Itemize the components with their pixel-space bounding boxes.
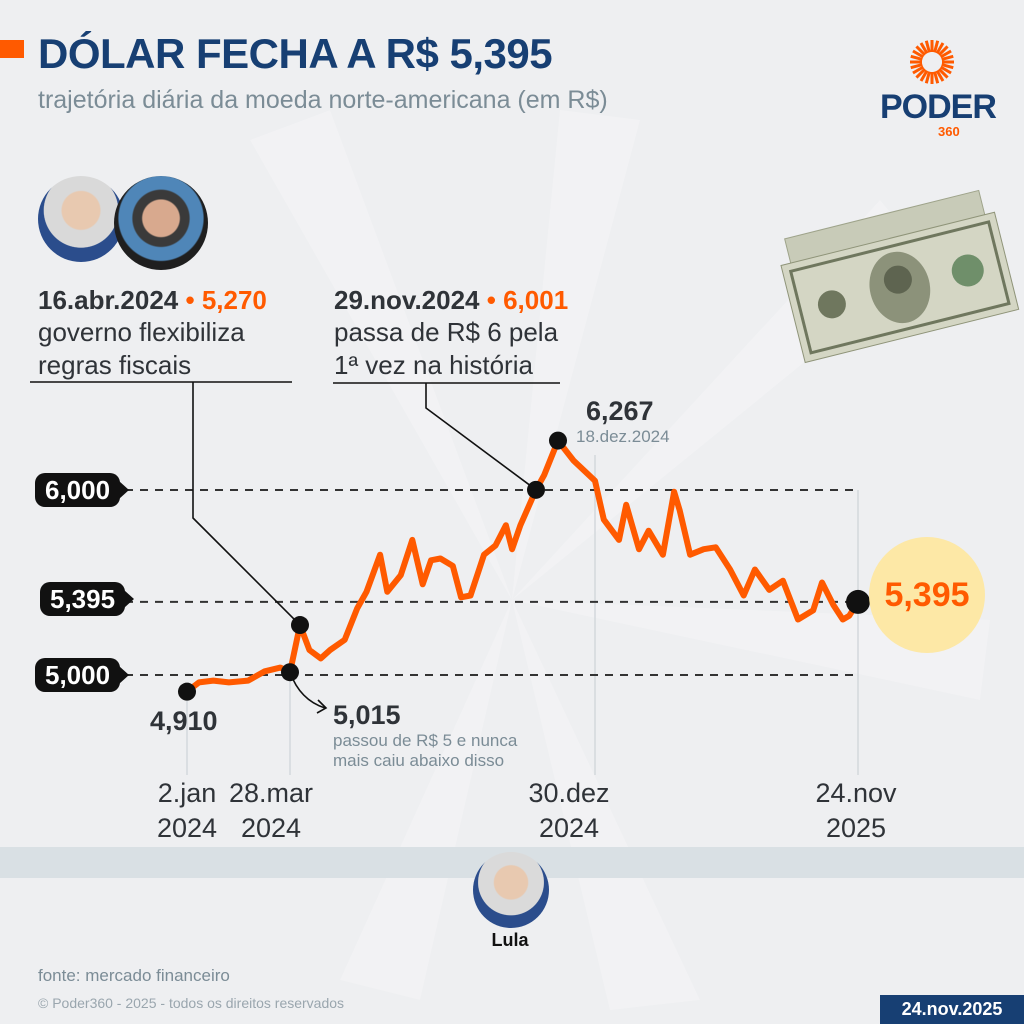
logo-ray: [939, 65, 952, 75]
five-note-line: mais caiu abaixo disso: [333, 751, 505, 770]
annotation-fiscal: 16.abr.2024 • 5,270 governo flexibiliza …: [38, 285, 267, 382]
logo-ray: [941, 54, 954, 61]
annotation-value: 5,270: [201, 285, 267, 315]
copyright-text: © Poder360 - 2025 - todos os direitos re…: [38, 995, 345, 1011]
logo-ray: [915, 45, 926, 56]
president-name: Lula: [491, 930, 529, 950]
page-subtitle: trajetória diária da moeda norte-america…: [38, 86, 608, 114]
x-tick-label: 2024: [240, 813, 302, 843]
x-tick-label: 2024: [156, 813, 218, 843]
logo-ray: [919, 69, 929, 82]
logo-sub: 360: [938, 124, 960, 139]
logo: PODER: [880, 88, 997, 126]
avatar-lula: [38, 176, 124, 262]
annotation-text: passa de R$ 6 pela: [334, 317, 559, 347]
logo-ray: [938, 45, 949, 56]
source-text: fonte: mercado financeiro: [38, 966, 230, 985]
logo-ray: [933, 71, 940, 84]
dollar-bills-image: [780, 189, 1020, 364]
annotation-sep: •: [185, 285, 195, 315]
highlight-point: [549, 431, 567, 450]
highlight-point: [281, 663, 299, 682]
x-tick-label: 2024: [538, 813, 600, 843]
annotation-six: 29.nov.2024 • 6,001 passa de R$ 6 pela 1…: [334, 285, 568, 382]
highlight-point: [291, 616, 309, 635]
five-note: passou de R$ 5 e nunca mais caiu abaixo …: [333, 731, 517, 771]
highlight-point: [527, 480, 545, 499]
logo-sun-icon: [910, 40, 954, 84]
logo-ray: [924, 71, 931, 84]
annotation-date: 29.nov.2024: [334, 285, 480, 315]
logo-ray: [915, 68, 926, 79]
x-tick-label: 2.jan: [157, 778, 217, 808]
peak-value-label: 6,267: [586, 396, 654, 426]
annotation-text: regras fiscais: [38, 350, 192, 380]
y-label-5000: 5,000: [35, 658, 130, 692]
logo-ray: [919, 42, 929, 55]
logo-ray: [941, 63, 954, 70]
x-tick-label: 30.dez: [528, 778, 610, 808]
annotation-sep: •: [486, 285, 496, 315]
date-badge: 24.nov.2025: [880, 995, 1024, 1024]
title-marker: [0, 40, 24, 58]
highlight-point: [846, 589, 870, 614]
avatar-haddad: [114, 176, 208, 270]
avatar-lula-bottom: [473, 852, 549, 928]
start-value-label: 4,910: [150, 706, 218, 736]
logo-ray: [938, 68, 949, 79]
logo-ray: [912, 65, 925, 75]
five-note-line: passou de R$ 5 e nunca: [333, 731, 518, 750]
y-label-5395: 5,395: [40, 582, 135, 616]
logo-ray: [933, 40, 940, 53]
annotation-text: governo flexibiliza: [38, 317, 245, 347]
logo-ray: [910, 63, 923, 70]
x-tick-jan2024: 2.jan 2024: [127, 776, 247, 846]
x-tick-mar2024: 28.mar 2024: [211, 776, 331, 846]
x-tick-label: 28.mar: [228, 778, 314, 808]
x-tick-nov2025: 24.nov 2025: [796, 776, 916, 846]
logo-ray: [910, 54, 923, 61]
x-tick-dez2024: 30.dez 2024: [509, 776, 629, 846]
arrow-head-icon: [316, 699, 328, 714]
annotation-value: 6,001: [503, 285, 569, 315]
x-tick-label: 2025: [825, 813, 887, 843]
logo-ray: [935, 42, 945, 55]
annotation-leader-line: [192, 382, 301, 626]
page-title: DÓLAR FECHA A R$ 5,395: [38, 30, 553, 77]
logo-ray: [939, 49, 952, 59]
logo-ray: [935, 69, 945, 82]
five-value-label: 5,015: [333, 700, 401, 730]
peak-date-label: 18.dez.2024: [576, 427, 670, 446]
annotation-date: 16.abr.2024: [38, 285, 179, 315]
series-line-dolar: [184, 437, 861, 695]
annotation-leader-line: [425, 383, 537, 491]
current-value-badge: 5,395: [869, 537, 985, 653]
x-tick-label: 24.nov: [815, 778, 897, 808]
y-label-6000: 6,000: [35, 473, 130, 507]
logo-ray: [912, 49, 925, 59]
logo-ray: [924, 40, 931, 53]
highlight-point: [178, 682, 196, 701]
annotation-text: 1ª vez na história: [334, 350, 533, 380]
